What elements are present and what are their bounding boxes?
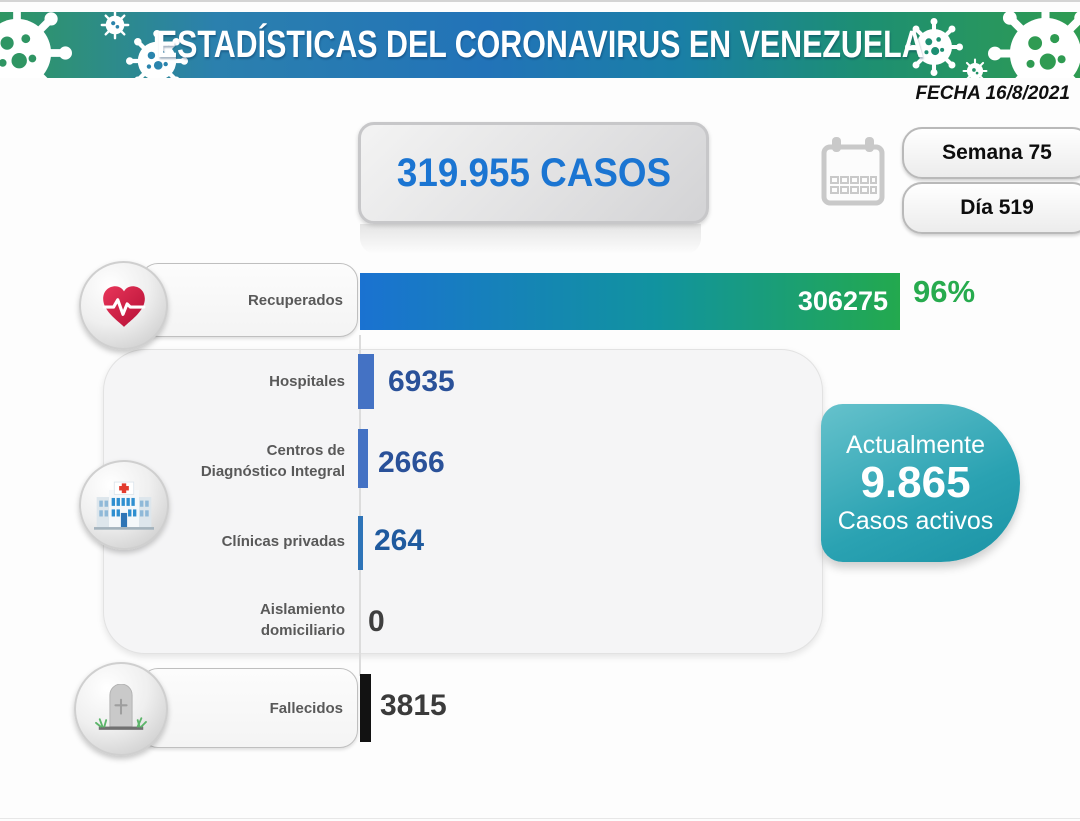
facility-label-line: Clínicas privadas xyxy=(221,533,345,550)
facility-value: 0 xyxy=(368,605,385,638)
facility-bar xyxy=(358,354,374,409)
top-border xyxy=(0,0,1080,2)
day-label: Día 519 xyxy=(960,196,1034,219)
bottom-border xyxy=(0,818,1080,819)
facilities-panel xyxy=(103,349,823,654)
facility-bar xyxy=(358,429,368,488)
facility-label-line: domiciliario xyxy=(260,622,345,639)
axis-guide-line xyxy=(359,335,361,676)
recovered-icon-circle xyxy=(79,261,168,350)
deaths-label-box: Fallecidos xyxy=(140,668,358,748)
virus-icon xyxy=(962,58,988,78)
total-cases-value: 319.955 CASOS xyxy=(396,150,671,195)
deaths-label: Fallecidos xyxy=(269,699,343,717)
active-cases-badge: Actualmente 9.865 Casos activos xyxy=(821,404,1020,562)
tombstone-icon xyxy=(95,684,147,730)
recovered-value: 306275 xyxy=(797,286,888,316)
deaths-bar xyxy=(360,674,371,742)
recovered-label: Recuperados xyxy=(247,291,343,309)
calendar-icon xyxy=(821,137,885,206)
facility-label-line: Hospitales xyxy=(269,373,345,390)
deaths-value: 3815 xyxy=(380,689,447,722)
virus-icon xyxy=(100,12,130,40)
facility-bar xyxy=(358,516,363,570)
active-cases-subcaption: Casos activos xyxy=(837,507,994,535)
virus-icon xyxy=(905,18,963,76)
virus-icon xyxy=(0,12,72,78)
virus-icon xyxy=(126,30,188,78)
virus-icon xyxy=(988,12,1080,78)
week-label: Semana 75 xyxy=(942,141,1052,164)
facility-label-line: Diagnóstico Integral xyxy=(200,463,345,480)
total-cases-box: 319.955 CASOS xyxy=(358,122,709,224)
date-label: FECHA 16/8/2021 xyxy=(915,83,1070,104)
heart-pulse-icon xyxy=(102,285,145,327)
facility-value: 6935 xyxy=(388,365,455,398)
facility-value: 264 xyxy=(374,524,425,557)
active-cases-caption: Actualmente xyxy=(846,431,985,459)
facility-label-line: Aislamiento xyxy=(259,601,345,618)
recovered-percent: 96% xyxy=(913,274,976,309)
recovered-label-box: Recuperados xyxy=(140,263,358,337)
facility-label: Hospitales xyxy=(120,371,345,392)
total-cases-reflection xyxy=(360,224,701,254)
facility-label: Aislamiento domiciliario xyxy=(120,599,345,641)
facility-label-line: Centros de xyxy=(266,442,345,459)
deaths-icon-circle xyxy=(74,662,168,756)
page-title: ESTADÍSTICAS DEL CORONAVIRUS EN VENEZUEL… xyxy=(156,23,924,66)
week-badge: Semana 75 xyxy=(902,127,1080,179)
facilities-icon-circle xyxy=(79,460,169,550)
facility-value: 2666 xyxy=(378,446,445,479)
facility-label: Centros de Diagnóstico Integral xyxy=(120,440,345,482)
recovered-bar: 306275 xyxy=(360,273,900,330)
header-banner: ESTADÍSTICAS DEL CORONAVIRUS EN VENEZUEL… xyxy=(0,12,1080,78)
hospital-icon xyxy=(94,481,154,530)
day-badge: Día 519 xyxy=(902,182,1080,234)
active-cases-value: 9.865 xyxy=(860,458,971,507)
facility-label: Clínicas privadas xyxy=(120,531,345,552)
